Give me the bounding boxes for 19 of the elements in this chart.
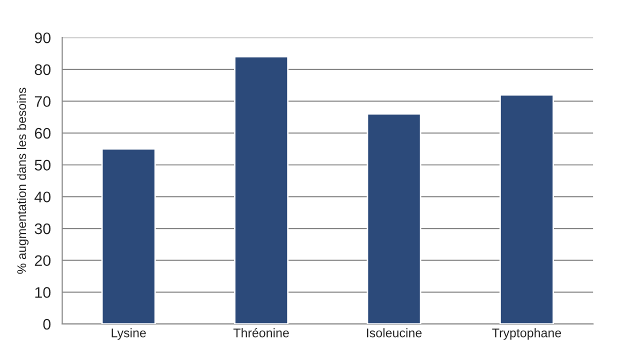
- x-tick-label: Tryptophane: [492, 328, 562, 340]
- y-tick-label: 60: [34, 128, 51, 139]
- y-tick-label: 10: [35, 287, 51, 298]
- bar: [366, 113, 422, 324]
- x-tick-label: Lysine: [112, 328, 146, 340]
- y-tick-label: 0: [43, 318, 51, 330]
- y-tick-label: 80: [34, 64, 51, 76]
- y-tick-label: 90: [34, 32, 51, 44]
- y-tick-label: 70: [34, 96, 51, 107]
- x-tick-label: Thréonine: [233, 328, 289, 338]
- y-axis-title: % augmentation dans les besoins: [16, 88, 29, 274]
- bar: [234, 56, 289, 324]
- bar: [101, 148, 156, 324]
- y-tick-label: 30: [34, 223, 51, 234]
- bar: [499, 94, 554, 324]
- y-tick-label: 40: [34, 192, 51, 202]
- y-tick-label: 50: [34, 160, 51, 171]
- x-tick-label: Isoleucine: [367, 328, 422, 338]
- y-tick-label: 20: [34, 255, 51, 266]
